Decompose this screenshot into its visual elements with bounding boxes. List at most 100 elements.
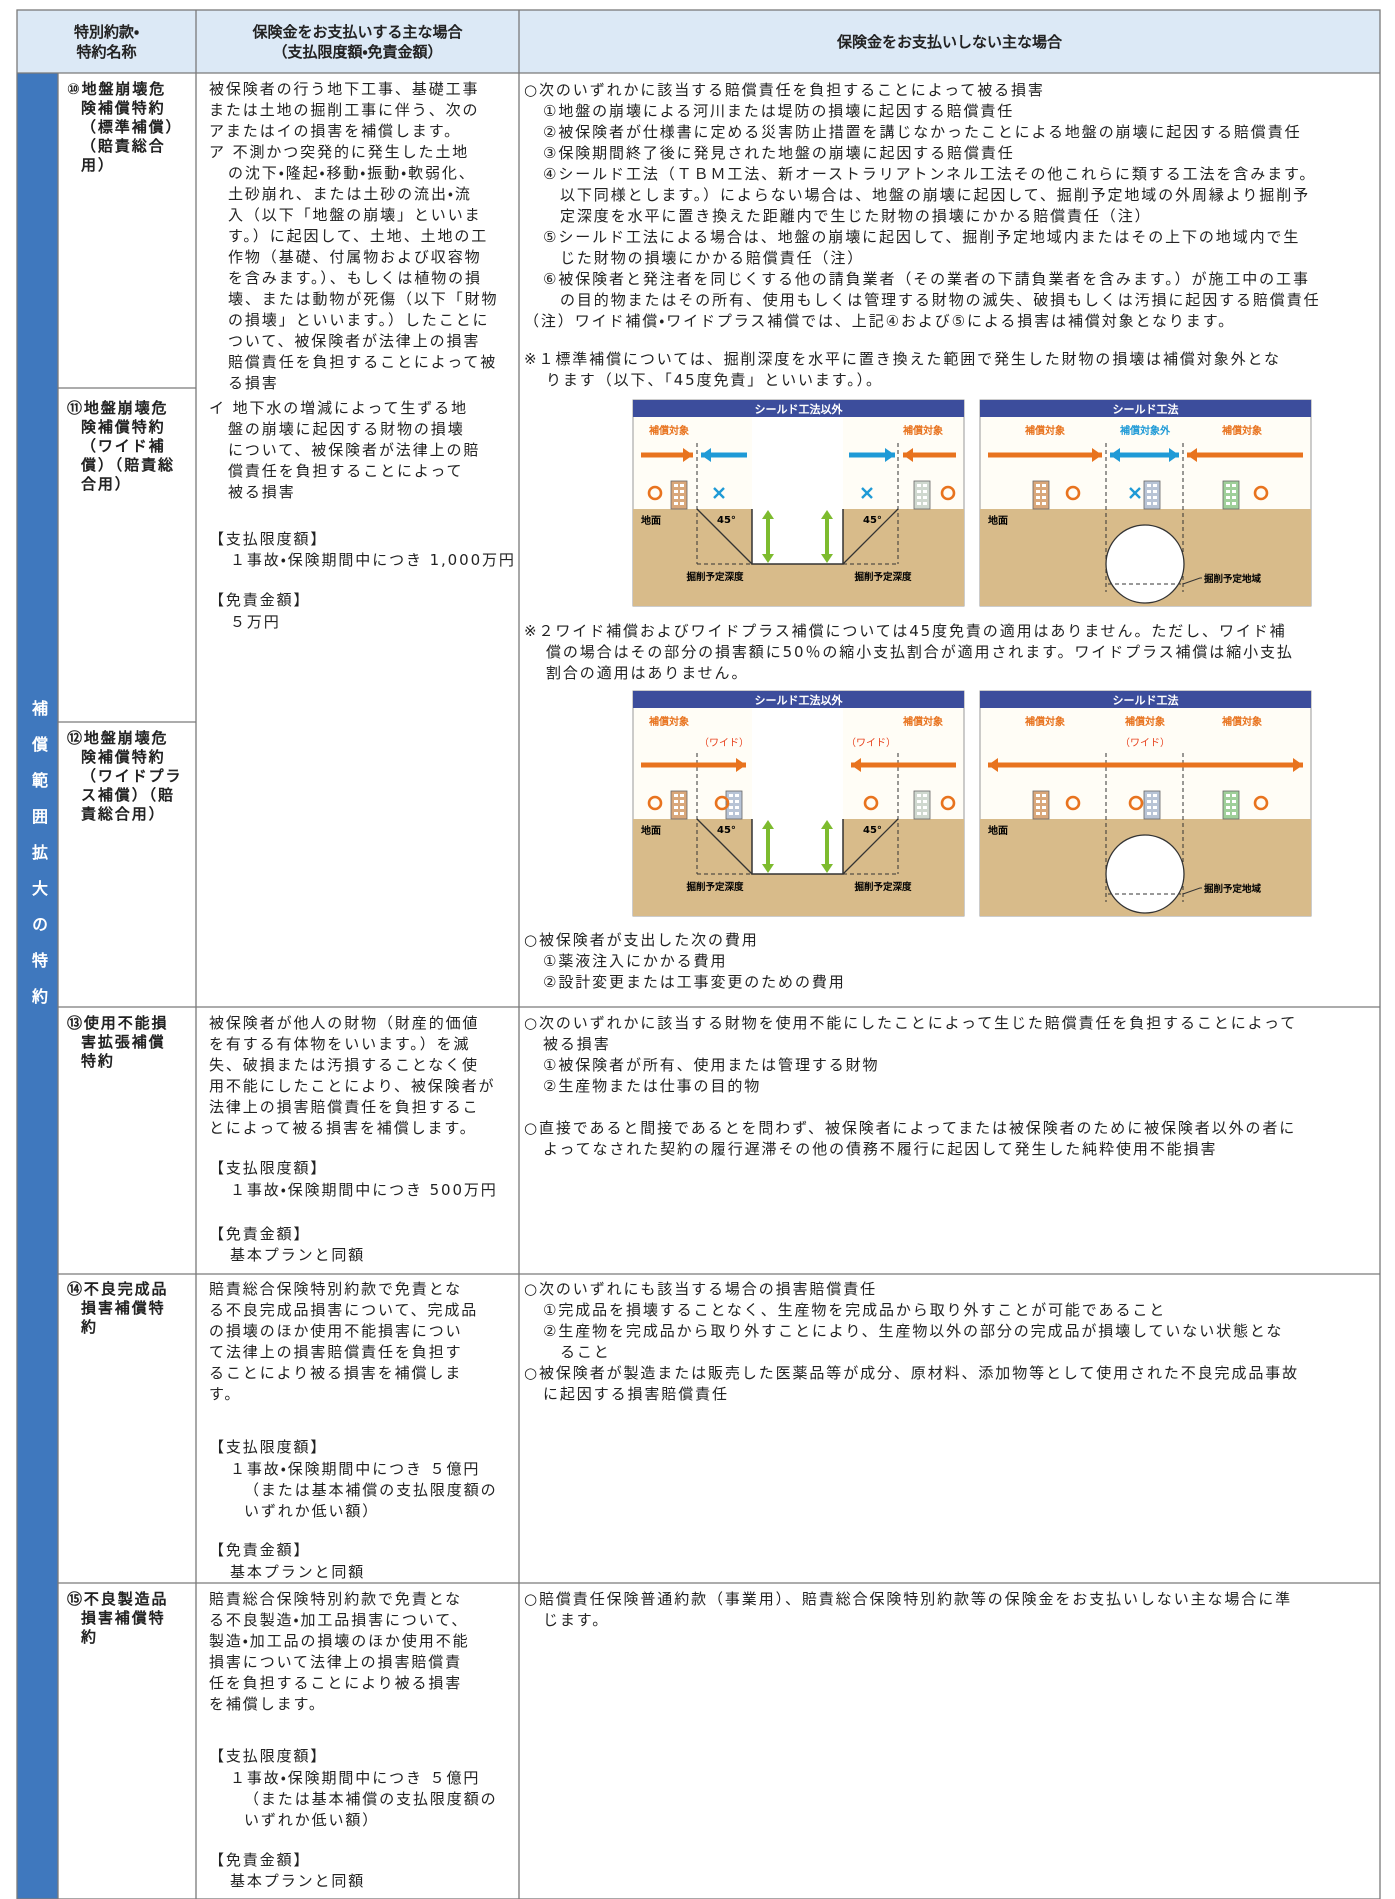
coverage-text: ついて、被保険者が法律上の損害: [228, 331, 481, 350]
coverage-text: 損害について法律上の損害賠償責: [209, 1652, 463, 1671]
building: [1143, 790, 1161, 820]
building-window: [735, 794, 739, 797]
arrow-head: [701, 448, 711, 462]
clause-name: ⑫地盤崩壊危: [67, 728, 169, 747]
header-text: 特別約款・: [73, 23, 140, 41]
zone-label: 補償対象外: [1120, 424, 1171, 437]
building: [1032, 790, 1050, 820]
coverage-text: について、被保険者が法律上の賠: [228, 440, 481, 459]
coverage-text: 任を負担することにより被る損害: [209, 1673, 463, 1692]
coverage-text: 償責任を負担することによって: [228, 461, 464, 480]
coverage-text: て法律上の損害賠償責任を負担す: [209, 1342, 463, 1361]
building: [1222, 790, 1240, 820]
building-window: [680, 490, 684, 493]
coverage-text: １事故・保険期間中につき ５億円: [230, 1459, 481, 1478]
depth-arrow-head: [821, 820, 833, 829]
arrow-head: [1293, 758, 1303, 772]
coverage-text: ることにより被る損害を補償しま: [209, 1363, 463, 1382]
exclusion-text: ②生産物を完成品から取り外すことにより、生産物以外の部分の完成品が損壊していない…: [543, 1321, 1284, 1340]
header-text: （支払限度額・免責金額）: [272, 43, 443, 61]
area-pointer: [1182, 887, 1202, 895]
coverage-text: る不良完成品損害について、完成品: [209, 1300, 479, 1319]
zone-label: 補償対象: [649, 424, 689, 437]
depth-label: 掘削予定深度: [854, 571, 912, 583]
arrow-head: [736, 758, 746, 772]
arrow-head: [1169, 448, 1179, 462]
coverage-text: を含みます。）、もしくは植物の損: [228, 268, 482, 287]
building-window: [917, 800, 921, 803]
angle-line: [842, 508, 899, 565]
building-window: [1147, 800, 1151, 803]
building-window: [1042, 794, 1046, 797]
building-window: [1153, 490, 1157, 493]
building: [1032, 480, 1050, 510]
clause-name: 約: [81, 1627, 98, 1646]
coverage-text: 基本プランと同額: [230, 1871, 366, 1890]
building-window: [1147, 490, 1151, 493]
coverage-text: 【支払限度額】: [209, 1746, 328, 1765]
building-window: [680, 806, 684, 809]
angle-line: [696, 508, 753, 565]
coverage-text: す。: [209, 1384, 242, 1403]
building-window: [1147, 806, 1151, 809]
exclusion-text: ②生産物または仕事の目的物: [543, 1076, 762, 1095]
exclusion-text: ○賠償責任保険普通約款（事業用）、賠責総合保険特別約款等の保険金をお支払いしない…: [524, 1589, 1292, 1608]
building-window: [1036, 812, 1040, 815]
coverage-text: 賠償責任を負担することによって被: [228, 352, 498, 371]
clause-name: ⑭不良完成品: [67, 1279, 169, 1298]
exclusion-text: ③保険期間終了後に発見された地盤の崩壊に起因する賠償責任: [543, 143, 1015, 162]
building-window: [1226, 794, 1230, 797]
header-paid: 保険金をお支払いする主な場合 （支払限度額・免責金額）: [196, 22, 519, 62]
exclusion-text: ○次のいずれかに該当する賠償責任を負担することによって被る損害: [524, 80, 1045, 99]
building-window: [917, 484, 921, 487]
depth-label: 掘削予定深度: [854, 881, 912, 893]
exclusion-text: ります（以下、「45度免責」といいます。）。: [546, 370, 883, 389]
building-window: [917, 490, 921, 493]
exclusion-text: ④シールド工法（ＴＢＭ工法、新オーストラリアトンネル工法その他これらに類する工法…: [543, 164, 1317, 183]
coverage-text: 被保険者が他人の財物（財産的価値: [209, 1013, 480, 1032]
covered-mark: [940, 795, 956, 811]
building: [913, 790, 931, 820]
covered-mark: [1065, 485, 1081, 501]
coverage-text: 失、破損または汚損することなく使: [209, 1055, 479, 1074]
diagram-panel: シールド工法以外補償対象補償対象外補償対象地面45°45°掘削予定深度掘削予定深…: [632, 399, 965, 607]
coverage-text: 基本プランと同額: [230, 1245, 366, 1264]
building-window: [1036, 502, 1040, 505]
building-window: [674, 794, 678, 797]
exclusion-text: ること: [560, 1342, 611, 1361]
clause-name: 害拡張補償: [81, 1032, 166, 1051]
building-window: [1232, 502, 1236, 505]
zone-label: 補償対象: [1222, 424, 1262, 437]
depth-arrow-head: [821, 864, 833, 873]
building-window: [1232, 800, 1236, 803]
building-window: [680, 800, 684, 803]
exclusion-text: ○次のいずれかに該当する財物を使用不能にしたことによって生じた賠償責任を負担する…: [524, 1013, 1298, 1032]
coverage-text: 【支払限度額】: [209, 1437, 328, 1456]
building-window: [923, 800, 927, 803]
clause-name: （賠責総合: [81, 136, 166, 155]
header-name: 特別約款・ 特約名称: [17, 22, 196, 62]
coverage-text: の沈下・隆起・移動・振動・軟弱化、: [228, 163, 476, 182]
building-window: [1153, 794, 1157, 797]
coverage-text: １事故・保険期間中につき 1,000万円: [230, 550, 516, 569]
area-label: 掘削予定地域: [1204, 883, 1262, 895]
building-window: [923, 502, 927, 505]
building-window: [680, 496, 684, 499]
depth-arrow-head: [762, 864, 774, 873]
building-window: [1147, 794, 1151, 797]
exclusion-text: じます。: [543, 1610, 610, 1629]
building-window: [1226, 496, 1230, 499]
pit-wall: [751, 509, 844, 565]
exclusion-text: 償の場合はその部分の損害額に50％の縮小支払割合が適用されます。ワイドプラス補償…: [546, 642, 1294, 661]
coverage-text: イ 地下水の増減によって生ずる地: [209, 398, 468, 417]
building-window: [674, 484, 678, 487]
coverage-text: 被保険者の行う地下工事、基礎工事: [209, 79, 480, 98]
building-window: [1226, 502, 1230, 505]
coverage-text: いずれか低い額）: [244, 1501, 380, 1520]
coverage-text: を有する有体物をいいます。）を滅: [209, 1034, 471, 1053]
depth-arrow-head: [821, 510, 833, 519]
building-window: [1153, 496, 1157, 499]
coverage-text: の損壊のほか使用不能損害につい: [209, 1321, 463, 1340]
exclusion-text: ○直接であると間接であるとを問わず、被保険者によってまたは被保険者のために被保険…: [524, 1118, 1297, 1137]
